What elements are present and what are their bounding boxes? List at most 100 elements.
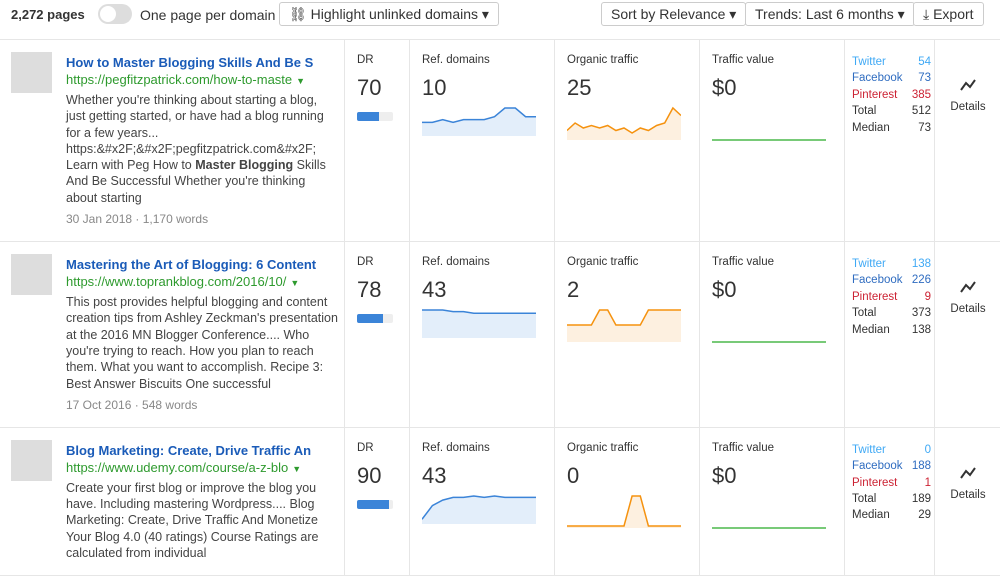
divider (844, 40, 845, 242)
page-count: 2,272 pages (11, 7, 85, 22)
trend-chart-icon (960, 467, 976, 479)
sort-dropdown[interactable]: Sort by Relevance ▾ (601, 2, 747, 26)
export-button[interactable]: ⤓ Export (913, 2, 984, 26)
trend-area (422, 310, 536, 339)
organic-traffic-value: 0 (567, 462, 580, 488)
twitter-count: 54 (918, 56, 931, 68)
facebook-label: Facebook (852, 274, 903, 287)
twitter-shares: Twitter 54 (852, 54, 931, 70)
trend-sparkline (712, 341, 826, 343)
caret-down-icon[interactable]: ▼ (296, 76, 306, 86)
median-count: 29 (918, 509, 931, 522)
desc-text: This post provides helpful blogging and … (66, 295, 338, 391)
organic-traffic-value: 25 (567, 75, 592, 100)
organic-traffic-label: Organic traffic (567, 54, 639, 66)
trend-chart-icon (960, 79, 976, 91)
dr-value: 78 (357, 277, 382, 303)
page-meta: 30 Jan 2018 · 1,170 words (66, 212, 209, 227)
page-thumbnail (11, 254, 52, 296)
url-text: https://www.toprankblog.com/2016/10/ (66, 274, 287, 290)
dr-bar (357, 499, 393, 509)
ref-domains-value: 43 (422, 462, 447, 488)
divider (934, 40, 935, 242)
desc-text: Create your first blog or improve the bl… (66, 480, 319, 561)
facebook-label: Facebook (852, 72, 903, 85)
url-text: https://www.udemy.com/course/a-z-blo (66, 459, 289, 475)
trends-label: Trends: Last 6 months (755, 6, 894, 22)
traffic-value-column: Traffic value $0 (699, 427, 842, 576)
details-button[interactable]: Details (936, 466, 1000, 501)
divider (934, 427, 935, 576)
details-label: Details (950, 303, 986, 316)
twitter-label: Twitter (852, 56, 886, 68)
twitter-count: 138 (911, 258, 931, 271)
page-url[interactable]: https://www.toprankblog.com/2016/10/▼ (66, 273, 338, 292)
pinterest-label: Pinterest (852, 290, 898, 303)
page-thumbnail (11, 52, 52, 93)
trend-sparkline (567, 106, 681, 140)
traffic-value-value: $0 (712, 277, 737, 303)
trend-sparkline (422, 309, 536, 339)
trend-line (567, 106, 681, 134)
pinterest-label: Pinterest (852, 88, 898, 101)
dr-label: DR (357, 441, 374, 454)
details-button[interactable]: Details (936, 78, 1000, 113)
total-count: 189 (911, 493, 931, 506)
organic-traffic-value: 2 (567, 277, 580, 303)
page-title-link[interactable]: Mastering the Art of Blogging: 6 Content (66, 257, 317, 273)
facebook-count: 188 (911, 460, 931, 473)
trend-area (567, 310, 681, 343)
total-label: Total (852, 493, 877, 506)
facebook-count: 226 (911, 274, 931, 287)
page-summary: Mastering the Art of Blogging: 6 Content… (66, 242, 338, 427)
traffic-value-label: Traffic value (712, 54, 774, 66)
one-per-domain-toggle[interactable] (98, 4, 132, 24)
trend-area (422, 495, 536, 524)
pinterest-shares: Pinterest 1 (852, 475, 931, 491)
desc-text-end: Skills And Be Successful Whether you're … (66, 158, 326, 205)
page-summary: How to Master Blogging Skills And Be S h… (66, 40, 338, 241)
page-title-link[interactable]: Blog Marketing: Create, Drive Traffic An (66, 442, 312, 458)
page-url[interactable]: https://pegfitzpatrick.com/how-to-maste ▼ (66, 71, 338, 90)
toolbar: 2,272 pages One page per domain ⛓ Highli… (0, 0, 1000, 40)
page-meta: 17 Oct 2016 · 548 words (66, 397, 198, 412)
total-label: Total (852, 307, 877, 320)
result-row: How to Master Blogging Skills And Be S h… (0, 40, 1000, 243)
twitter-count: 0 (924, 443, 931, 456)
page-description: Create your first blog or improve the bl… (66, 480, 338, 561)
desc-highlight: Master Blogging (195, 158, 294, 173)
details-label: Details (950, 488, 986, 501)
details-button[interactable]: Details (936, 280, 1000, 315)
dr-column: DR 90 (344, 427, 406, 576)
total-shares: Total 373 (852, 305, 931, 321)
trend-sparkline (712, 139, 826, 141)
trend-sparkline (567, 495, 681, 528)
trend-line (567, 309, 681, 326)
dr-column: DR 78 (344, 242, 406, 427)
pinterest-shares: Pinterest 9 (852, 289, 931, 305)
total-count: 512 (911, 105, 931, 118)
pinterest-count: 9 (924, 290, 931, 303)
divider (844, 427, 845, 576)
dr-bar-fill (357, 112, 380, 121)
highlight-unlinked-button[interactable]: ⛓ Highlight unlinked domains ▾ (279, 2, 499, 26)
page-url[interactable]: https://www.udemy.com/course/a-z-blo ▼ (66, 459, 338, 478)
trend-sparkline (422, 495, 536, 524)
page-description: This post provides helpful blogging and … (66, 294, 338, 392)
divider (934, 242, 935, 427)
pinterest-count: 1 (924, 476, 931, 489)
result-row: Blog Marketing: Create, Drive Traffic An… (0, 427, 1000, 576)
dr-column: DR 70 (344, 40, 406, 242)
organic-traffic-label: Organic traffic (567, 441, 639, 454)
trend-chart-icon (960, 281, 976, 293)
desc-text: Whether you're thinking about starting a… (66, 93, 324, 173)
total-shares: Total 512 (852, 103, 931, 119)
caret-down-icon[interactable]: ▼ (290, 278, 300, 289)
traffic-value-column: Traffic value $0 (699, 242, 842, 427)
caret-down-icon[interactable]: ▼ (292, 463, 302, 474)
twitter-label: Twitter (852, 258, 886, 271)
facebook-shares: Facebook 73 (852, 70, 931, 86)
page-title-link[interactable]: How to Master Blogging Skills And Be S (66, 55, 314, 70)
social-shares: Twitter 0 Facebook 188 Pinterest 1 Total 189… (852, 442, 931, 524)
trends-dropdown[interactable]: Trends: Last 6 months ▾ (745, 2, 915, 26)
